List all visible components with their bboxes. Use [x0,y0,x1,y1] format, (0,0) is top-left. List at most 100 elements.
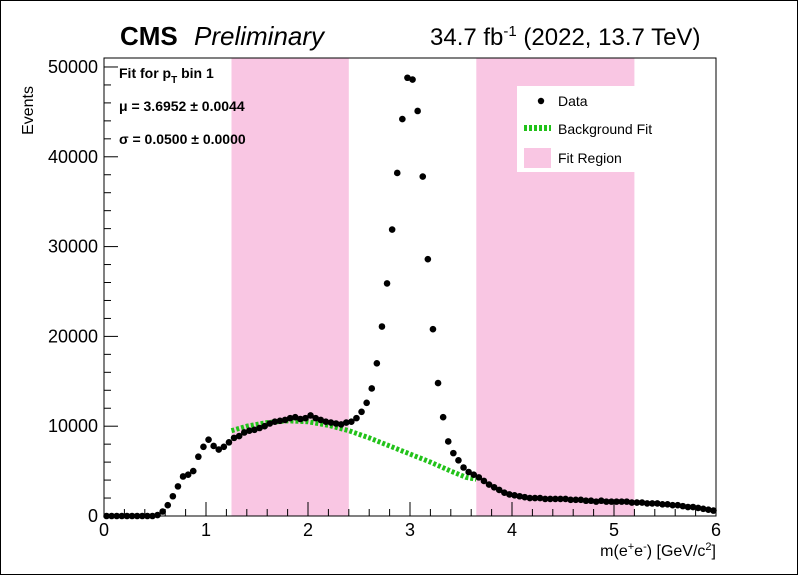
data-point [480,477,488,485]
data-point [669,501,676,509]
data-point [643,500,651,507]
data-point [291,413,299,421]
data-point [353,414,360,422]
data-point [317,416,325,424]
data-point [679,502,687,510]
fit-info-title: Fit for pT bin 1 [119,65,214,86]
data-point [358,408,365,416]
data-point [266,420,274,427]
data-point [368,385,376,392]
data-point [572,496,580,504]
data-point [378,323,386,330]
data-point [322,418,330,426]
y-tick-label: 10000 [48,416,98,436]
data-point [557,495,564,503]
data-point [592,498,600,505]
fit-info-mu: μ = 3.6952 ± 0.0044 [119,98,245,114]
data-point [536,494,544,502]
fit-title-main: Fit for p [119,65,171,81]
data-point [419,173,427,180]
data-point [455,457,462,464]
data-point [582,497,590,505]
data-point [562,495,569,503]
data-point [495,486,503,494]
data-point [511,492,518,499]
data-point [276,417,284,425]
data-point [363,399,370,407]
data-point [388,226,396,233]
y-tick-label: 40000 [48,147,98,167]
data-point [608,498,615,505]
legend-region-marker [524,148,551,168]
data-point [220,443,228,451]
fit-title-subscript: T [171,75,177,86]
x-tick-label: 6 [711,520,721,540]
data-point [552,495,559,503]
data-point [613,498,620,505]
y-tick-label: 0 [88,506,98,526]
legend-bgfit-label: Background Fit [558,121,652,137]
data-point [174,483,182,490]
y-axis-title-text: Events [20,86,37,135]
data-point [475,474,483,481]
data-point [664,501,671,508]
data-point [189,467,197,475]
data-point [506,491,513,498]
data-point [521,493,529,501]
data-point [684,503,692,511]
data-point [694,504,702,512]
data-point [286,414,294,422]
data-point [225,439,233,446]
data-point [169,492,177,500]
data-point [689,503,697,511]
legend: Data Background Fit Fit Region [517,86,652,172]
data-point [256,424,263,432]
data-point [526,494,534,502]
data-point [444,438,452,445]
x-axis-title: m(e+e-) [GeV/c2] [600,541,716,560]
data-point [633,499,641,506]
y-tick-label: 50000 [48,57,98,77]
legend-region-label: Fit Region [558,150,622,166]
data-point [164,501,172,509]
data-point [261,422,268,430]
data-point [235,432,243,440]
data-point [414,107,421,115]
mu-error: ± 0.0044 [186,98,244,114]
status-label: Preliminary [194,21,326,51]
data-point [577,496,585,504]
data-point [337,421,345,428]
data-point [210,442,217,450]
x-tick-label: 0 [99,520,109,540]
data-point [409,76,416,83]
data-point [546,495,554,503]
data-point [246,427,253,434]
data-point [230,434,238,442]
data-point [159,508,166,515]
data-point [128,512,136,520]
data-point [465,468,472,476]
data-point [154,511,161,519]
data-point [618,498,625,505]
data-point [648,500,656,507]
data-point [424,255,432,263]
data-point [240,429,248,436]
data-point [439,413,447,421]
data-point [149,512,156,520]
legend-data-label: Data [558,93,588,109]
data-point [460,464,467,471]
data-point [251,426,258,434]
fit-info-sigma: σ = 0.0500 ± 0.0000 [119,131,246,147]
data-point [705,506,712,514]
x-tick-label: 1 [201,520,211,540]
data-point [184,471,192,478]
legend-data-marker [537,97,545,105]
data-point [434,379,442,387]
data-point [470,471,478,478]
luminosity-label: 34.7 fb-1 (2022, 13.7 TeV) [430,23,700,51]
data-point [297,415,304,423]
data-point [638,499,646,506]
data-point [654,500,661,507]
data-point [138,512,146,520]
